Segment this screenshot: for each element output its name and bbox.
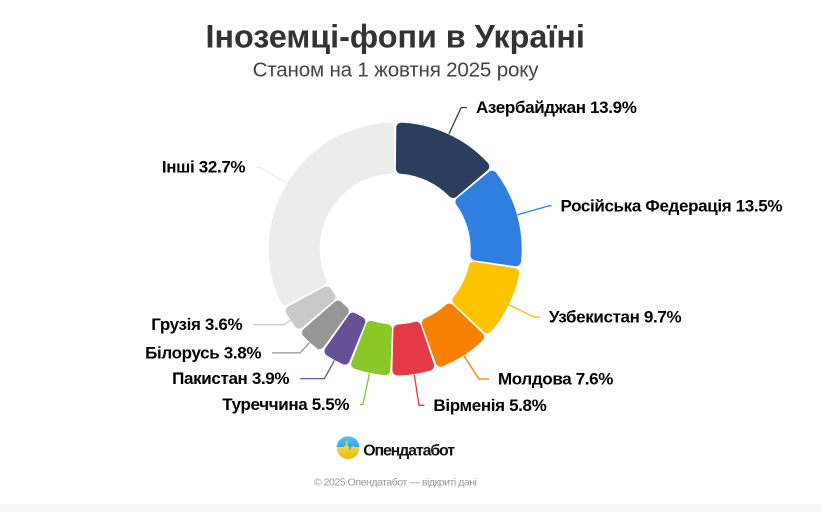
svg-text:Білорусь 3.8%: Білорусь 3.8% [145,343,261,362]
svg-text:Азербайджан 13.9%: Азербайджан 13.9% [476,98,637,117]
svg-text:Грузія 3.6%: Грузія 3.6% [151,315,242,334]
svg-text:Туреччина 5.5%: Туреччина 5.5% [222,395,349,414]
svg-text:Молдова 7.6%: Молдова 7.6% [498,370,613,389]
svg-text:Інші 32.7%: Інші 32.7% [162,158,246,177]
svg-text:Опендатабот: Опендатабот [363,443,455,460]
svg-text:Узбекистан 9.7%: Узбекистан 9.7% [549,308,682,327]
svg-text:Станом на 1 жовтня 2025 року: Станом на 1 жовтня 2025 року [253,58,540,81]
svg-text:Іноземці-фопи в Україні: Іноземці-фопи в Україні [205,18,584,54]
svg-text:Російська Федерація 13.5%: Російська Федерація 13.5% [561,196,783,215]
svg-text:© 2025 Опендатабот — відкриті: © 2025 Опендатабот — відкриті дані [314,476,477,488]
svg-text:Вірменія 5.8%: Вірменія 5.8% [433,396,546,415]
svg-text:Пакистан 3.9%: Пакистан 3.9% [172,369,289,388]
